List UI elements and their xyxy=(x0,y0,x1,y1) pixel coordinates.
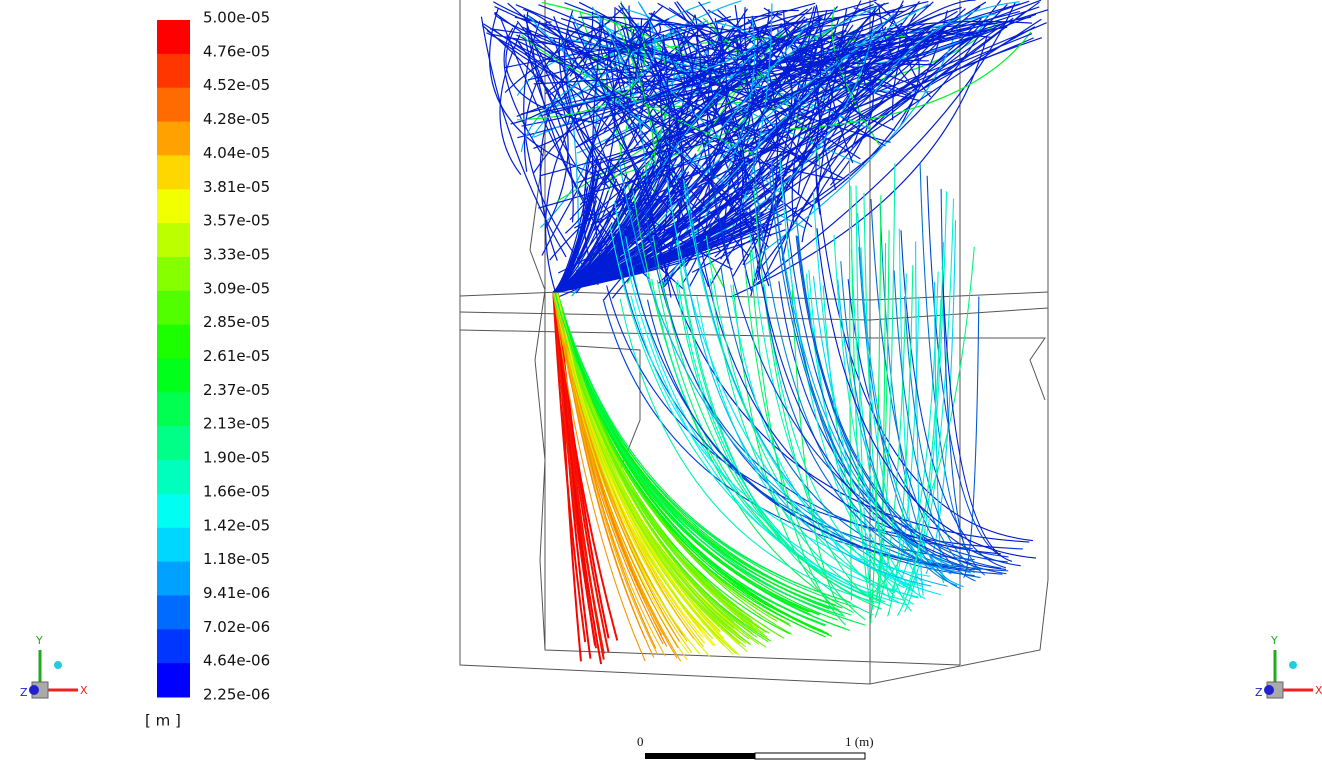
legend-label: 1.18e-05 xyxy=(203,550,270,568)
triad-ball xyxy=(54,661,62,669)
viewport: [ m ] 5.00e-05 4.76e-05 4.52e-05 4.28e-05 4.… xyxy=(0,0,1322,762)
scale-start: 0 xyxy=(637,734,644,749)
legend-label: 5.00e-05 xyxy=(203,9,270,27)
triad-y-label: Y xyxy=(35,634,43,647)
triad-z-label: Z xyxy=(20,686,28,699)
track xyxy=(750,208,1006,570)
legend-band xyxy=(157,562,190,596)
legend-band xyxy=(157,325,190,359)
legend-label: 3.09e-05 xyxy=(203,279,270,297)
legend: [ m ] 5.00e-05 4.76e-05 4.52e-05 4.28e-05 4.… xyxy=(145,9,270,730)
legend-band xyxy=(157,663,190,697)
legend-label: 1.66e-05 xyxy=(203,482,270,500)
legend-band xyxy=(157,494,190,528)
legend-label: 2.85e-05 xyxy=(203,313,270,331)
legend-label: 2.61e-05 xyxy=(203,347,270,365)
triad-y-label: Y xyxy=(1270,634,1278,647)
triad-z-label: Z xyxy=(1255,686,1263,699)
legend-label: 4.64e-06 xyxy=(203,652,270,670)
particle-tracks xyxy=(481,0,1048,664)
legend-label: 7.02e-06 xyxy=(203,618,270,636)
triad-z-ball xyxy=(1264,685,1274,695)
page: {"legend": {"labels": ["5.00e-05", "4.76… xyxy=(0,0,1322,762)
legend-band xyxy=(157,359,190,393)
legend-label: 2.13e-05 xyxy=(203,415,270,433)
legend-band xyxy=(157,392,190,426)
legend-band xyxy=(157,189,190,223)
triad-x-label: X xyxy=(1315,684,1322,697)
legend-band xyxy=(157,257,190,291)
legend-label: 9.41e-06 xyxy=(203,584,270,602)
triad-ball xyxy=(1289,661,1297,669)
legend-band xyxy=(157,595,190,629)
legend-band xyxy=(157,54,190,88)
scale-bar-white xyxy=(755,753,865,759)
legend-band xyxy=(157,223,190,257)
legend-label: 1.90e-05 xyxy=(203,449,270,467)
track xyxy=(769,171,963,567)
triad-z-ball xyxy=(29,685,39,695)
track xyxy=(500,35,521,175)
axis-triad: Y X Z xyxy=(1255,634,1322,699)
legend-band xyxy=(157,629,190,663)
track xyxy=(653,235,882,609)
legend-band xyxy=(157,20,190,54)
scale-end: 1 (m) xyxy=(845,734,874,749)
legend-band xyxy=(157,426,190,460)
track xyxy=(964,297,979,578)
legend-label: 3.57e-05 xyxy=(203,212,270,230)
track xyxy=(816,171,1033,541)
legend-label: 2.37e-05 xyxy=(203,381,270,399)
legend-unit: [ m ] xyxy=(145,712,181,730)
legend-label: 3.81e-05 xyxy=(203,178,270,196)
legend-band xyxy=(157,155,190,189)
legend-band xyxy=(157,291,190,325)
scale-bar-black xyxy=(645,753,755,759)
legend-label: 4.28e-05 xyxy=(203,110,270,128)
legend-label: 4.04e-05 xyxy=(203,144,270,162)
legend-band xyxy=(157,528,190,562)
legend-label: 4.52e-05 xyxy=(203,76,270,94)
triad-x-label: X xyxy=(80,684,88,697)
scale-bar: 0 1 (m) xyxy=(637,734,874,759)
axis-triad: Y X Z xyxy=(20,634,88,699)
legend-label: 4.76e-05 xyxy=(203,42,270,60)
legend-band xyxy=(157,122,190,156)
legend-label: 2.25e-06 xyxy=(203,686,270,704)
legend-label: 1.42e-05 xyxy=(203,516,270,534)
legend-label: 3.33e-05 xyxy=(203,245,270,263)
legend-band xyxy=(157,88,190,122)
legend-band xyxy=(157,460,190,494)
